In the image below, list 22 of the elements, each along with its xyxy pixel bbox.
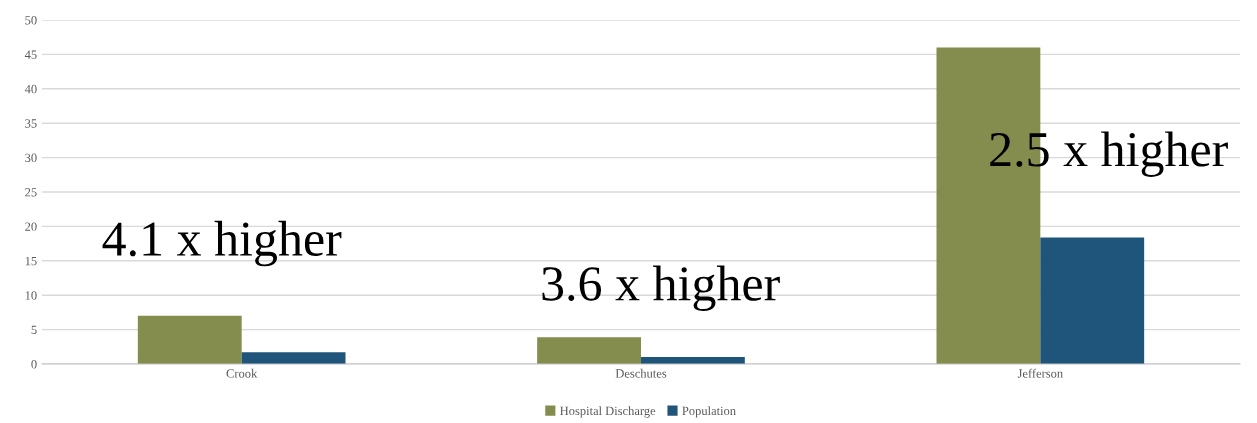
y-tick-label: 50 [25,16,37,25]
bar [137,315,242,364]
y-tick-label: 10 [25,291,37,300]
y-tick-label: 0 [31,360,37,369]
x-tick-label: Deschutes [615,368,667,378]
y-tick-label: 20 [25,222,37,231]
annotation: 4.1 x higher [102,220,342,267]
y-tick-label: 45 [24,50,37,59]
legend-label: Hospital Discharge [560,406,656,418]
y-tick-label: 35 [25,119,37,128]
annotation: 3.6 x higher [542,265,780,312]
bar [537,337,641,364]
legend-label: Population [682,406,736,418]
y-tick-label: 25 [25,188,37,197]
bar [1040,237,1145,364]
y-tick-label: 40 [24,84,37,94]
y-tick-label: 30 [25,153,37,163]
y-tick-label: 5 [31,325,37,335]
x-tick-label: Crook [226,368,258,378]
bar [241,352,346,364]
x-tick-label: Jefferson [1017,368,1063,378]
y-tick-label: 15 [25,256,37,266]
